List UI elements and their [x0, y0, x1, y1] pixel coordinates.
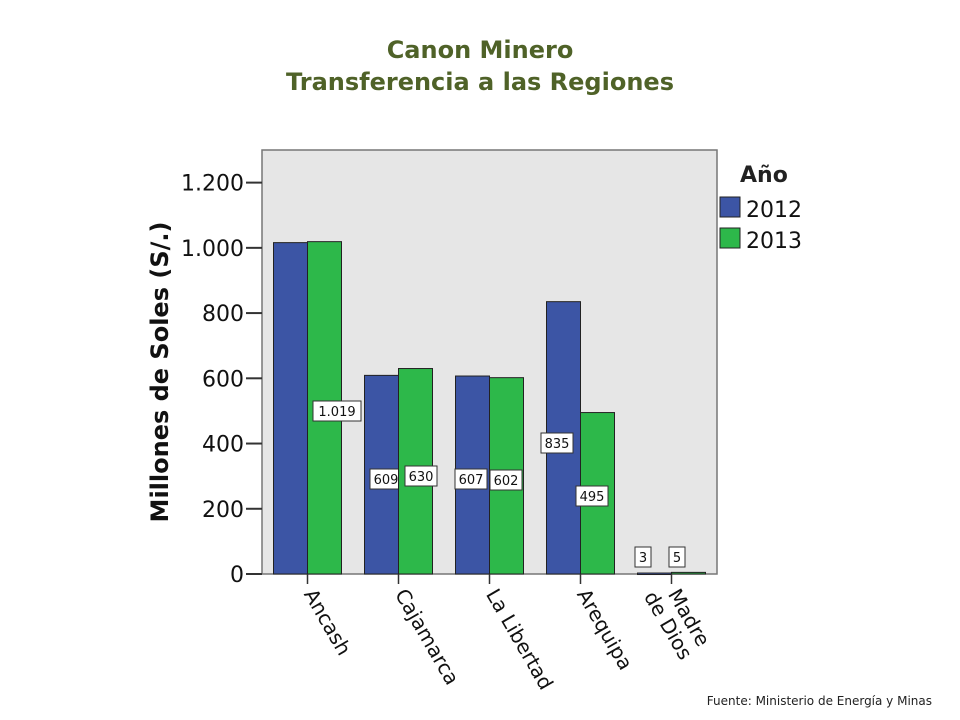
bar-2013-madre-de-dios — [671, 571, 706, 575]
x-tick-label: Madrede Dios — [639, 576, 716, 664]
legend-swatch-2013 — [719, 227, 741, 249]
y-tick-label: 1.000 — [181, 237, 244, 262]
x-tick-label: Cajamarca — [390, 585, 464, 690]
chart-title: Canon Minero Transferencia a las Regione… — [0, 34, 960, 98]
y-tick-label: 0 — [230, 563, 244, 588]
y-tick-label: 400 — [202, 433, 244, 458]
data-label-box — [312, 400, 362, 422]
data-label: 3 — [639, 551, 647, 566]
data-label-box — [540, 432, 574, 454]
data-label: 835 — [545, 437, 570, 452]
legend-swatch-2012 — [719, 196, 741, 218]
data-label: 630 — [409, 470, 434, 485]
data-label: 1.019 — [318, 405, 355, 420]
bar-2012-ancash — [273, 242, 308, 575]
legend-label-2012: 2012 — [746, 198, 802, 223]
x-tick-label: Arequipa — [572, 585, 638, 675]
y-axis-label: Millones de Soles (S/.) — [146, 222, 174, 523]
bar-2012-madre-de-dios — [637, 572, 672, 576]
data-label: 5 — [673, 551, 681, 566]
chart-title-line2: Transferencia a las Regiones — [286, 68, 674, 96]
data-label: 607 — [459, 473, 484, 488]
source-note: Fuente: Ministerio de Energía y Minas — [706, 694, 932, 708]
x-tick-label: La Libertad — [481, 585, 558, 694]
legend-label-2013: 2013 — [746, 229, 802, 254]
data-label: 602 — [494, 474, 519, 489]
y-tick-label: 200 — [202, 498, 244, 523]
data-label: 609 — [374, 473, 399, 488]
data-label-box — [634, 546, 652, 568]
data-label-box — [454, 468, 488, 490]
legend-title: Año — [740, 163, 788, 188]
chart-title-line1: Canon Minero — [386, 36, 574, 64]
data-label-box — [575, 485, 609, 507]
data-label-box — [404, 465, 438, 487]
x-tick-label: Ancash — [299, 585, 356, 660]
data-label-box — [489, 469, 523, 491]
y-tick-label: 600 — [202, 367, 244, 392]
data-label-box — [668, 546, 686, 568]
y-tick-label: 1.200 — [181, 172, 244, 197]
y-tick-label: 800 — [202, 302, 244, 327]
data-label: 495 — [580, 490, 605, 505]
